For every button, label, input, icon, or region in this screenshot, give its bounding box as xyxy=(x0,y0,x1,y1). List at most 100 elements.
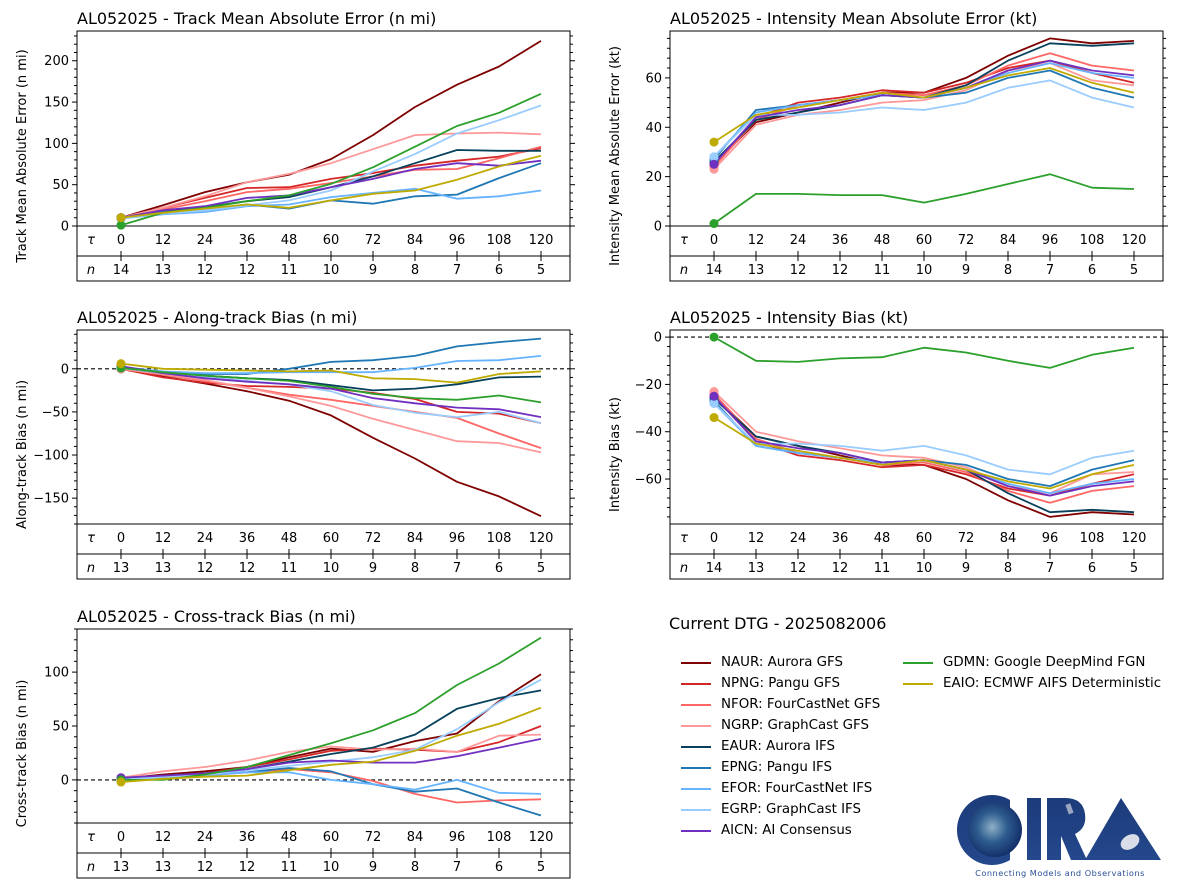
y-axis-label: Intensity Mean Absolute Error (kt) xyxy=(608,46,623,266)
x-tick-label: 60 xyxy=(323,233,340,248)
n-count-label: 8 xyxy=(411,263,419,278)
chart-title: AL052025 - Track Mean Absolute Error (n … xyxy=(77,9,436,28)
x-tick-label: 0 xyxy=(117,531,125,546)
legend-swatch xyxy=(681,808,711,811)
n-count-label: 10 xyxy=(916,561,933,576)
x-tick-label: 0 xyxy=(710,233,718,248)
n-count-label: 7 xyxy=(453,561,461,576)
series-line-eaur xyxy=(713,42,1135,163)
lead-time-table-frame xyxy=(669,225,1164,282)
series-line-npng xyxy=(120,147,542,219)
y-tick-label: −20 xyxy=(635,378,662,393)
n-count-label: 9 xyxy=(962,561,970,576)
logo-earth xyxy=(968,803,1022,857)
series-line-egrp xyxy=(120,678,542,781)
series-marker-eaio xyxy=(709,137,719,147)
tau-symbol: τ xyxy=(680,531,688,546)
n-count-label: 13 xyxy=(748,561,765,576)
series-marker-eaio xyxy=(116,213,126,223)
n-count-label: 5 xyxy=(537,860,545,875)
legend-item-eaur: EAUR: Aurora IFS xyxy=(669,736,880,757)
series-line-egrp xyxy=(713,79,1135,158)
x-tick-label: 48 xyxy=(281,830,298,845)
n-count-label: 7 xyxy=(1046,561,1054,576)
series-line-aicn xyxy=(120,365,542,418)
n-count-label: 13 xyxy=(748,263,765,278)
n-count-label: 8 xyxy=(1004,561,1012,576)
legend-swatch xyxy=(681,766,711,769)
x-tick-label: 96 xyxy=(449,830,466,845)
y-tick-label: 0 xyxy=(61,220,69,235)
legend-item-ngrp: NGRP: GraphCast GFS xyxy=(669,715,880,736)
x-tick-label: 48 xyxy=(874,233,891,248)
x-tick-label: 72 xyxy=(958,233,975,248)
series-line-eaio xyxy=(120,706,542,783)
n-count-label: 11 xyxy=(874,263,891,278)
legend-column-2: GDMN: Google DeepMind FGN EAIO: ECMWF AIF… xyxy=(891,652,1161,694)
legend-swatch xyxy=(681,829,711,832)
series-line-ngrp xyxy=(713,62,1135,170)
x-tick-label: 96 xyxy=(1042,233,1059,248)
series-line-nfor xyxy=(120,145,542,219)
y-tick-label: −40 xyxy=(635,425,662,440)
series-line-efor xyxy=(120,187,542,220)
series-line-gdmn xyxy=(713,173,1135,225)
x-tick-label: 120 xyxy=(529,830,554,845)
x-tick-label: 24 xyxy=(790,233,807,248)
legend-column-1: NAUR: Aurora GFS NPNG: Pangu GFS NFOR: Fou… xyxy=(669,652,880,841)
logo-letter-a xyxy=(1085,798,1161,860)
n-count-label: 12 xyxy=(239,561,256,576)
n-count-label: 5 xyxy=(1130,561,1138,576)
y-tick-label: 200 xyxy=(44,54,69,69)
satellite-icon xyxy=(1065,803,1074,815)
n-count-label: 13 xyxy=(113,561,130,576)
n-count-label: 13 xyxy=(113,860,130,875)
legend-item-aicn: AICN: AI Consensus xyxy=(669,820,880,841)
series-line-gdmn xyxy=(120,367,542,404)
y-tick-label: −50 xyxy=(42,405,69,420)
y-tick-label: −150 xyxy=(33,492,69,507)
x-tick-label: 36 xyxy=(239,233,256,248)
x-tick-label: 12 xyxy=(155,531,172,546)
n-count-label: 14 xyxy=(113,263,130,278)
x-tick-label: 0 xyxy=(117,233,125,248)
lead-time-table-frame xyxy=(76,822,571,879)
series-marker-egrp xyxy=(709,152,719,162)
n-count-label: 8 xyxy=(411,860,419,875)
n-count-label: 8 xyxy=(1004,263,1012,278)
y-axis-label: Along-track Bias (n mi) xyxy=(15,380,30,529)
x-tick-label: 60 xyxy=(916,531,933,546)
x-tick-label: 120 xyxy=(529,531,554,546)
x-tick-label: 24 xyxy=(197,233,214,248)
legend-swatch xyxy=(681,661,711,664)
chart-title: AL052025 - Intensity Bias (kt) xyxy=(670,308,908,327)
y-tick-label: −60 xyxy=(635,473,662,488)
plot-area-frame xyxy=(669,30,1164,227)
n-count-label: 9 xyxy=(369,263,377,278)
series-line-eaio xyxy=(120,362,542,384)
series-line-eaio xyxy=(713,67,1135,143)
x-tick-label: 108 xyxy=(1080,233,1105,248)
logo-tagline: Connecting Models and Observations xyxy=(975,868,1145,878)
x-tick-label: 96 xyxy=(449,531,466,546)
y-axis-label: Cross-track Bias (n mi) xyxy=(15,680,30,828)
y-tick-label: 100 xyxy=(44,666,69,681)
n-symbol: n xyxy=(87,561,95,576)
y-tick-label: 20 xyxy=(645,170,662,185)
y-tick-label: 0 xyxy=(654,331,662,346)
n-count-label: 11 xyxy=(874,561,891,576)
legend-label: AICN: AI Consensus xyxy=(721,823,852,838)
series-line-eaio xyxy=(120,154,542,219)
n-count-label: 13 xyxy=(155,263,172,278)
legend-item-egrp: EGRP: GraphCast IFS xyxy=(669,799,880,820)
n-count-label: 12 xyxy=(239,860,256,875)
series-marker-eaio xyxy=(116,777,126,787)
n-count-label: 13 xyxy=(155,561,172,576)
x-tick-label: 36 xyxy=(239,830,256,845)
series-marker-gdmn xyxy=(709,332,719,342)
y-tick-label: 50 xyxy=(52,720,69,735)
legend-item-epng: EPNG: Pangu IFS xyxy=(669,757,880,778)
n-count-label: 12 xyxy=(832,263,849,278)
x-tick-label: 12 xyxy=(748,233,765,248)
legend-label: NGRP: GraphCast GFS xyxy=(721,718,869,733)
